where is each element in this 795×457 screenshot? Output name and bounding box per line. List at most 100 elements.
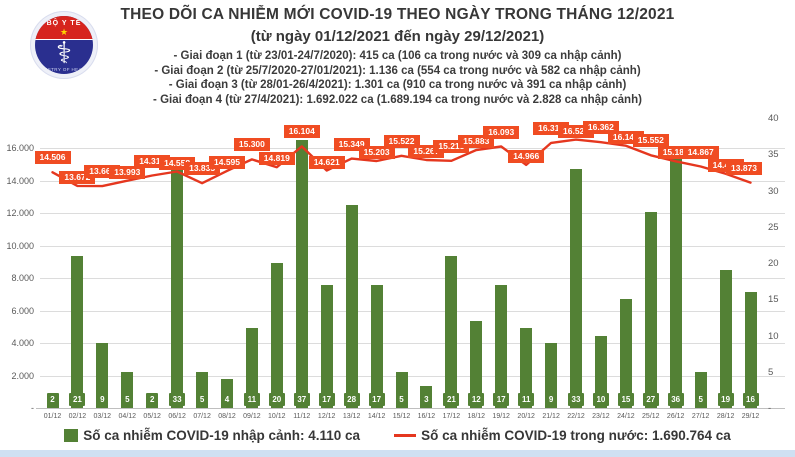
bar-value-label: 19 — [717, 393, 734, 406]
imported-cases-bar — [744, 292, 757, 408]
bar-value-label: 27 — [642, 393, 659, 406]
bar-value-label: 5 — [395, 393, 408, 406]
x-tick-label: 18/12 — [467, 413, 486, 420]
bar-value-label: 37 — [293, 393, 310, 406]
legend-item-domestic: Số ca nhiễm COVID-19 trong nước: 1.690.7… — [394, 428, 731, 443]
y-axis-tick-right: 40 — [768, 113, 779, 124]
bar-value-label: 17 — [493, 393, 510, 406]
logo-ring: BỘ Y TẾ ★ ⚕ MINISTRY OF HEALTH — [30, 11, 98, 79]
imported-cases-bar — [570, 168, 582, 409]
bar-value-label: 5 — [196, 393, 209, 406]
y-axis-tick-right: 35 — [768, 149, 779, 161]
line-point-label: 13.993 — [109, 165, 146, 179]
logo-disc: BỘ Y TẾ ★ ⚕ MINISTRY OF HEALTH — [35, 16, 93, 74]
imported-cases-bar — [644, 212, 657, 409]
bar-value-label: 10 — [592, 393, 609, 406]
imported-cases-bar — [245, 328, 258, 409]
bar-value-label: 2 — [146, 393, 159, 406]
imported-cases-bar — [619, 299, 632, 409]
imported-cases-bar — [470, 321, 483, 408]
x-tick-label: 14/12 — [367, 413, 386, 420]
line-point-label: 14.621 — [308, 155, 345, 169]
x-tick-label: 12/12 — [317, 413, 336, 420]
line-point-label: 16.104 — [283, 125, 320, 139]
bar-value-label: 3 — [420, 393, 433, 406]
x-tick-label: 19/12 — [492, 413, 510, 420]
imported-cases-bar — [520, 328, 533, 409]
imported-cases-bar — [171, 168, 184, 409]
x-tick-label: 16/12 — [417, 413, 436, 420]
phase-1-line: - Giai đoạn 1 (từ 23/01-24/7/2020): 415 … — [173, 50, 622, 62]
line-point-label: 15.203 — [358, 146, 395, 159]
y-axis-tick-right: 25 — [768, 221, 779, 233]
bar-value-label: 20 — [268, 393, 285, 406]
bar-value-label: 5 — [694, 393, 707, 406]
x-tick-label: 10/12 — [268, 413, 286, 420]
y-axis-tick-left: 12.000 — [6, 208, 34, 218]
bar-value-label: 17 — [368, 393, 385, 406]
x-tick-label: 21/12 — [542, 413, 560, 420]
imported-cases-bar — [594, 335, 607, 408]
logo-arc-text: BỘ Y TẾ — [46, 20, 82, 27]
phase-summary: - Giai đoạn 1 (từ 23/01-24/7/2020): 415 … — [0, 49, 795, 107]
y-axis-tick-left: 14.000 — [6, 175, 34, 186]
x-tick-label: 26/12 — [666, 413, 685, 420]
x-axis-line — [36, 408, 785, 409]
bar-value-label: 12 — [468, 393, 485, 406]
page-title: THEO DÕI CA NHIỄM MỚI COVID-19 THEO NGÀY… — [120, 6, 675, 23]
bar-value-label: 16 — [742, 393, 759, 406]
legend-domestic-label: Số ca nhiễm COVID-19 trong nước: 1.690.7… — [421, 428, 731, 443]
imported-cases-bar — [71, 255, 84, 409]
phase-4-line: - Giai đoạn 4 (từ 27/4/2021): 1.692.022 … — [153, 93, 642, 106]
x-tick-label: 03/12 — [93, 413, 112, 420]
y-axis-tick-left: 6.000 — [11, 305, 34, 316]
legend-item-imported: Số ca nhiễm COVID-19 nhập cảnh: 4.110 ca — [64, 428, 360, 443]
bar-value-label: 11 — [243, 393, 260, 406]
x-tick-label: 09/12 — [243, 413, 261, 420]
imported-cases-bar — [545, 342, 558, 409]
y-axis-tick-right: - — [768, 403, 772, 414]
y-axis-tick-right: 20 — [768, 258, 779, 269]
rod-of-asclepius-icon: ⚕ — [55, 37, 73, 70]
y-axis-tick-left: 4.000 — [11, 338, 34, 348]
line-swatch-icon — [394, 434, 417, 437]
imported-cases-bar — [370, 284, 383, 409]
y-axis-tick-left: - — [31, 403, 34, 413]
x-tick-label: 07/12 — [193, 413, 211, 420]
y-axis-tick-left: 2.000 — [11, 370, 34, 381]
x-tick-label: 06/12 — [168, 413, 186, 420]
bar-value-label: 9 — [96, 393, 109, 406]
bar-value-label: 21 — [443, 393, 460, 406]
imported-cases-bar — [445, 255, 458, 409]
line-point-label: 14.819 — [258, 152, 295, 166]
line-point-label: 14.506 — [34, 151, 71, 165]
x-tick-label: 22/12 — [567, 413, 585, 420]
y-axis-tick-right: 5 — [768, 366, 774, 378]
line-point-label: 14.595 — [209, 155, 245, 169]
gridline — [40, 213, 785, 214]
imported-cases-bar — [320, 284, 333, 409]
x-tick-label: 20/12 — [517, 413, 535, 420]
x-tick-label: 29/12 — [741, 413, 760, 420]
x-tick-label: 23/12 — [592, 413, 610, 420]
imported-cases-bar — [495, 284, 508, 409]
x-tick-label: 15/12 — [392, 413, 411, 420]
bar-value-label: 9 — [545, 393, 558, 406]
imported-cases-bar — [295, 139, 308, 409]
ministry-of-health-logo: BỘ Y TẾ ★ ⚕ MINISTRY OF HEALTH — [28, 5, 100, 87]
line-point-label: 14.966 — [508, 149, 545, 163]
imported-cases-bar — [719, 270, 732, 409]
x-tick-label: 25/12 — [642, 413, 660, 420]
x-tick-label: 08/12 — [218, 413, 236, 420]
gridline — [40, 310, 785, 312]
phase-3-line: - Giai đoạn 3 (từ 28/01-26/4/2021): 1.30… — [168, 79, 627, 91]
bar-value-label: 2 — [46, 393, 59, 406]
y-axis-tick-left: 8.000 — [11, 273, 34, 283]
star-icon: ★ — [59, 27, 69, 37]
bar-value-label: 33 — [568, 393, 584, 406]
bar-value-label: 28 — [343, 393, 360, 406]
line-point-label: 14.867 — [682, 145, 719, 159]
y-axis-tick-left: 16.000 — [6, 143, 34, 154]
legend: Số ca nhiễm COVID-19 nhập cảnh: 4.110 ca… — [0, 428, 795, 443]
bar-value-label: 17 — [318, 393, 335, 406]
